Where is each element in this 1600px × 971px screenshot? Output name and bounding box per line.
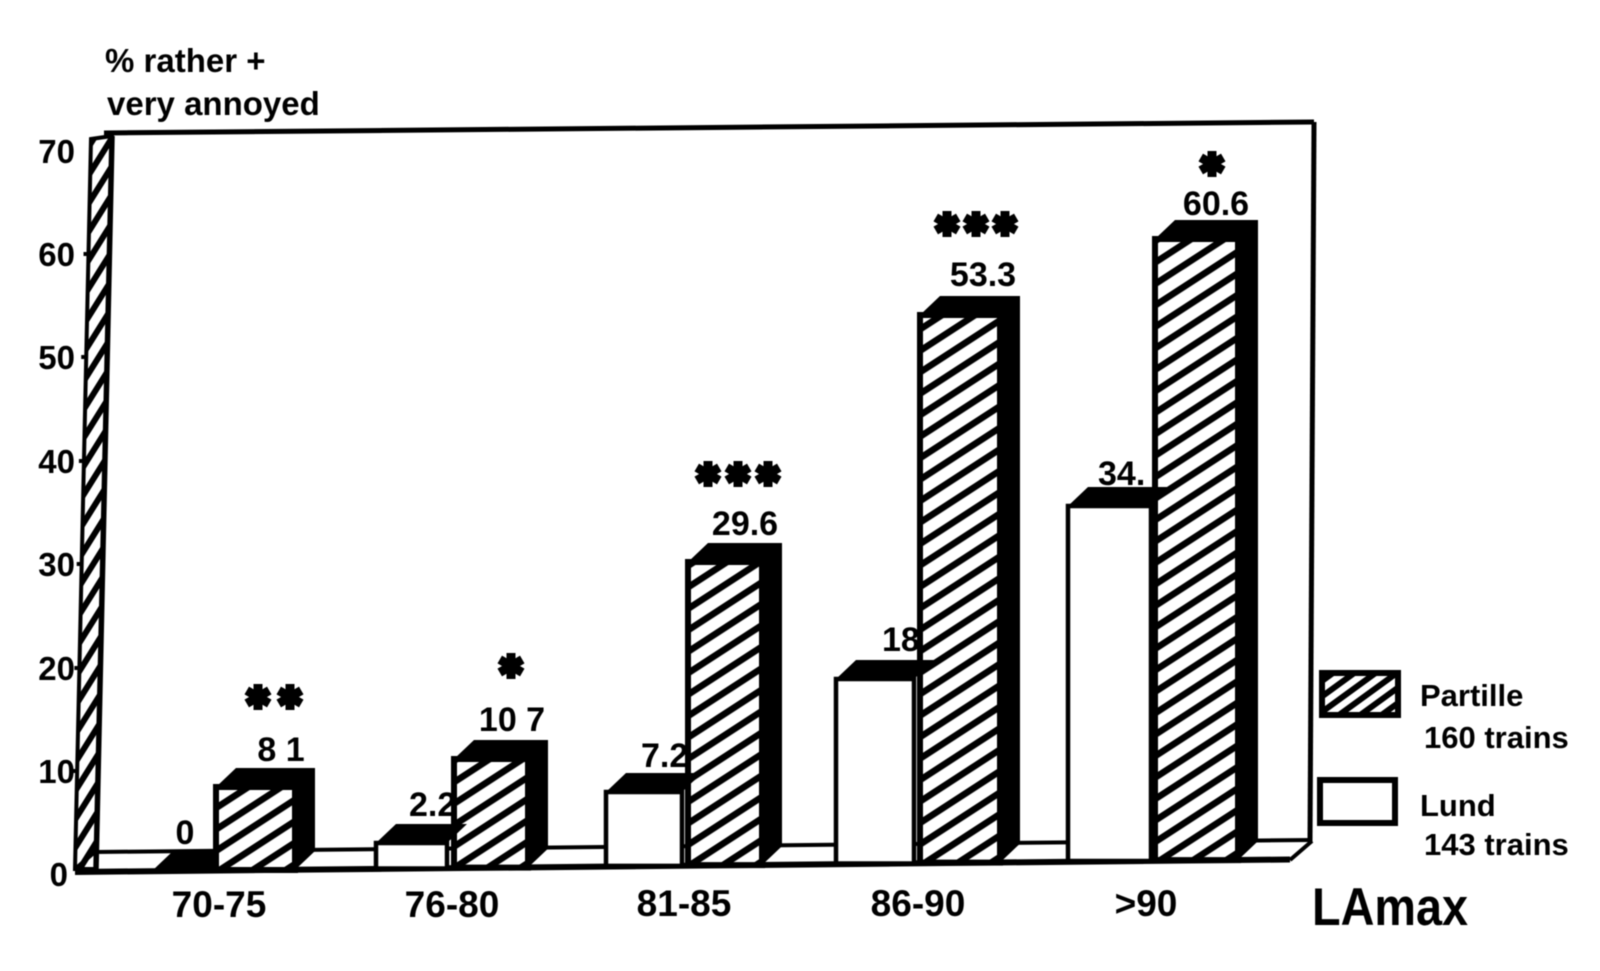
svg-text:LAmax: LAmax [1312, 878, 1468, 937]
svg-text:7.2: 7.2 [641, 737, 688, 775]
svg-text:0: 0 [176, 814, 195, 852]
svg-text:8 1: 8 1 [257, 731, 304, 769]
svg-text:81-85: 81-85 [637, 883, 732, 924]
svg-text:60: 60 [38, 236, 75, 273]
svg-text:60.6: 60.6 [1183, 185, 1249, 223]
svg-text:0: 0 [50, 856, 68, 893]
svg-text:76-80: 76-80 [405, 884, 500, 925]
svg-text:Partille: Partille [1420, 678, 1523, 713]
svg-text:10: 10 [38, 753, 75, 790]
svg-text:very annoyed: very annoyed [107, 85, 320, 122]
svg-text:40: 40 [38, 443, 75, 480]
svg-text:>90: >90 [1115, 883, 1178, 924]
svg-text:86-90: 86-90 [871, 883, 966, 924]
svg-text:Lund: Lund [1420, 788, 1496, 823]
svg-text:70-75: 70-75 [172, 884, 267, 925]
svg-text:70: 70 [38, 133, 75, 170]
svg-text:143 trains: 143 trains [1424, 827, 1569, 862]
svg-text:53.3: 53.3 [950, 256, 1016, 294]
svg-text:29.6: 29.6 [712, 505, 778, 543]
svg-text:34.: 34. [1098, 455, 1145, 493]
svg-text:10 7: 10 7 [479, 701, 545, 739]
svg-text:160 trains: 160 trains [1424, 720, 1569, 755]
svg-text:2.2: 2.2 [409, 786, 456, 824]
svg-text:% rather +: % rather + [105, 42, 266, 79]
svg-text:20: 20 [38, 650, 75, 687]
svg-text:18: 18 [882, 621, 920, 659]
svg-text:30: 30 [38, 546, 75, 583]
svg-text:50: 50 [38, 339, 75, 376]
